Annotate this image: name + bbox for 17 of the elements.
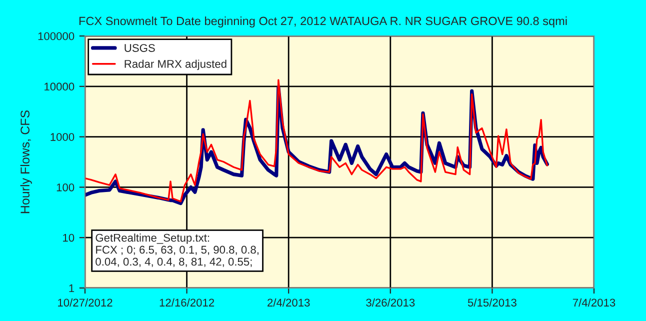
legend-label: USGS [124, 44, 155, 52]
y-tick-label: 10000 [44, 82, 74, 91]
y-tick-label: 100000 [38, 32, 74, 40]
chart-title: FCX Snowmelt To Date beginning Oct 27, 2012 WATAUGA R. NR SUGAR GROVE 90.8 sqmi [79, 16, 567, 28]
x-tick-label: 7/4/2013 [572, 298, 616, 307]
x-tick-label: 3/26/2013 [366, 298, 415, 307]
x-tick-label: 2/4/2013 [268, 298, 310, 307]
y-tick-label: 1 [69, 284, 74, 292]
y-axis-title: Hourly Flows, CFS [20, 110, 32, 214]
legend-label: Radar MRX adjusted [124, 60, 226, 70]
x-tick-label: 10/27/2012 [58, 298, 112, 307]
y-tick-label: 10 [63, 234, 74, 242]
x-tick-label: 12/16/2012 [160, 298, 214, 307]
x-tick-label: 5/15/2013 [468, 298, 516, 307]
annotation: GetRealtime_Setup.txt: FCX ; 0; 6.5, 63, 0.1, 5, 90.8, 0.8, 0.04, 0.3, 4, 0.4, 8, 81, 42, 0.55; [96, 234, 258, 267]
y-tick-label: 1000 [50, 133, 74, 141]
y-tick-label: 100 [56, 183, 74, 192]
